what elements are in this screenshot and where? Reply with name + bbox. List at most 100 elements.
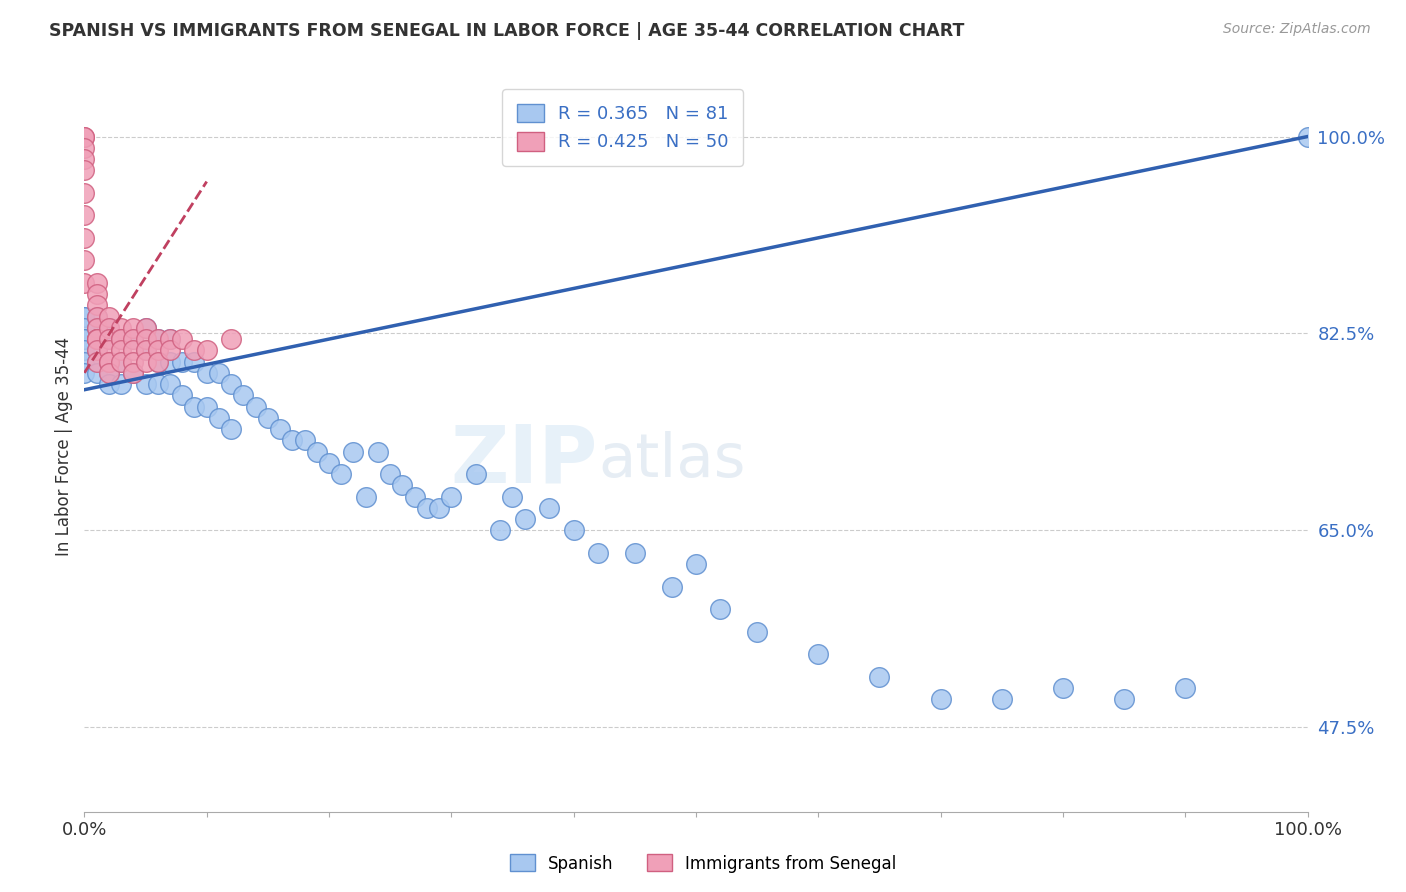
Point [427, 500, 450, 515]
Point [183, 400, 205, 414]
Point [195, 400, 218, 414]
Point [195, 343, 218, 358]
Point [110, 354, 132, 368]
Point [342, 444, 364, 458]
Point [73, 152, 96, 166]
Point [97, 354, 120, 368]
Point [685, 557, 707, 571]
Point [73, 310, 96, 324]
Point [146, 377, 169, 392]
Point [661, 580, 683, 594]
Point [97, 377, 120, 392]
Point [86, 343, 108, 358]
Point [122, 366, 145, 380]
Point [159, 332, 181, 346]
Point [146, 343, 169, 358]
Point [513, 512, 536, 526]
Point [538, 500, 561, 515]
Point [86, 354, 108, 368]
Point [929, 692, 952, 706]
Point [86, 287, 108, 301]
Point [305, 444, 328, 458]
Point [391, 478, 413, 492]
Point [367, 444, 389, 458]
Point [73, 231, 96, 245]
Point [122, 321, 145, 335]
Point [73, 354, 96, 368]
Point [97, 343, 120, 358]
Point [122, 332, 145, 346]
Point [159, 354, 181, 368]
Point [73, 141, 96, 155]
Point [73, 129, 96, 144]
Point [869, 670, 891, 684]
Point [380, 467, 402, 482]
Point [747, 624, 769, 639]
Point [159, 377, 181, 392]
Point [208, 366, 231, 380]
Text: SPANISH VS IMMIGRANTS FROM SENEGAL IN LABOR FORCE | AGE 35-44 CORRELATION CHART: SPANISH VS IMMIGRANTS FROM SENEGAL IN LA… [49, 22, 965, 40]
Point [257, 410, 280, 425]
Point [135, 377, 157, 392]
Point [110, 354, 132, 368]
Point [991, 692, 1014, 706]
Point [97, 321, 120, 335]
Point [172, 388, 194, 402]
Point [110, 332, 132, 346]
Point [110, 377, 132, 392]
Point [110, 343, 132, 358]
Point [86, 366, 108, 380]
Point [73, 276, 96, 290]
Point [97, 354, 120, 368]
Point [146, 332, 169, 346]
Point [97, 321, 120, 335]
Point [416, 500, 439, 515]
Point [122, 354, 145, 368]
Point [183, 343, 205, 358]
Point [86, 354, 108, 368]
Point [489, 524, 512, 538]
Point [86, 332, 108, 346]
Point [464, 467, 486, 482]
Legend: Spanish, Immigrants from Senegal: Spanish, Immigrants from Senegal [503, 847, 903, 880]
Point [195, 366, 218, 380]
Point [502, 490, 524, 504]
Point [354, 490, 377, 504]
Point [1296, 129, 1319, 144]
Point [219, 332, 242, 346]
Point [73, 208, 96, 222]
Point [318, 456, 340, 470]
Text: ZIP: ZIP [451, 422, 598, 500]
Point [208, 410, 231, 425]
Point [97, 332, 120, 346]
Text: Source: ZipAtlas.com: Source: ZipAtlas.com [1223, 22, 1371, 37]
Point [183, 354, 205, 368]
Point [110, 332, 132, 346]
Point [562, 524, 585, 538]
Point [110, 332, 132, 346]
Point [709, 602, 731, 616]
Point [73, 163, 96, 178]
Point [122, 343, 145, 358]
Point [807, 647, 830, 661]
Point [97, 366, 120, 380]
Point [294, 434, 316, 448]
Point [97, 366, 120, 380]
Point [219, 377, 242, 392]
Point [159, 332, 181, 346]
Point [73, 186, 96, 200]
Point [269, 422, 291, 436]
Point [97, 332, 120, 346]
Point [146, 354, 169, 368]
Point [86, 332, 108, 346]
Point [146, 354, 169, 368]
Point [1052, 681, 1074, 695]
Point [122, 332, 145, 346]
Point [159, 343, 181, 358]
Point [86, 332, 108, 346]
Point [232, 388, 254, 402]
Point [135, 321, 157, 335]
Point [110, 321, 132, 335]
Point [86, 310, 108, 324]
Point [404, 490, 426, 504]
